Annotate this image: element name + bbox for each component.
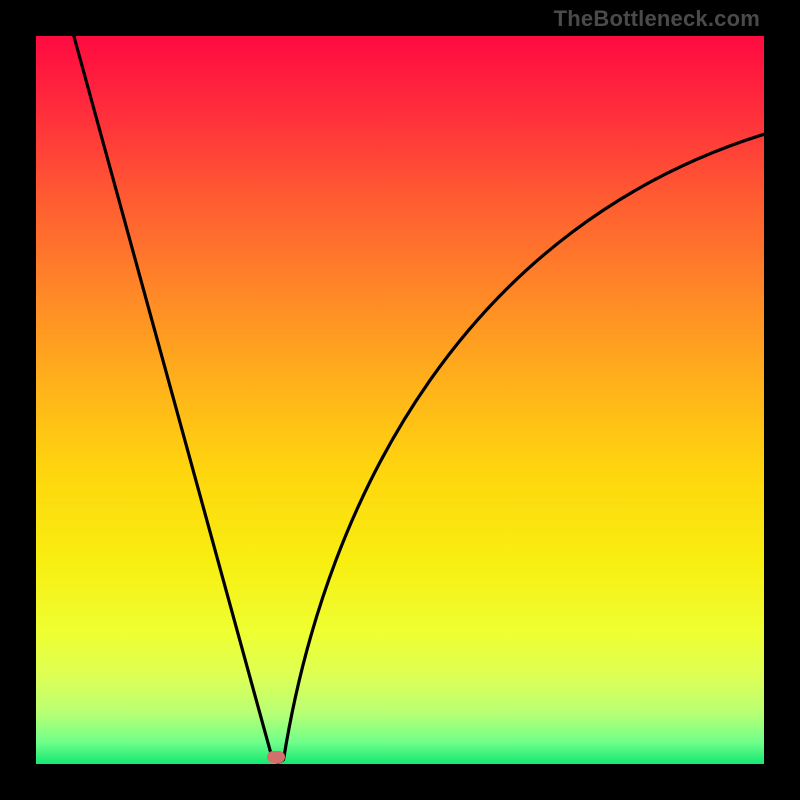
- plot-area: [36, 36, 764, 764]
- frame-left: [0, 0, 36, 800]
- watermark-text: TheBottleneck.com: [554, 6, 760, 32]
- frame-right: [764, 0, 800, 800]
- plot-svg: [36, 36, 764, 764]
- figure-root: TheBottleneck.com: [0, 0, 800, 800]
- optimum-marker: [267, 751, 285, 763]
- frame-bottom: [0, 764, 800, 800]
- gradient-background: [36, 36, 764, 764]
